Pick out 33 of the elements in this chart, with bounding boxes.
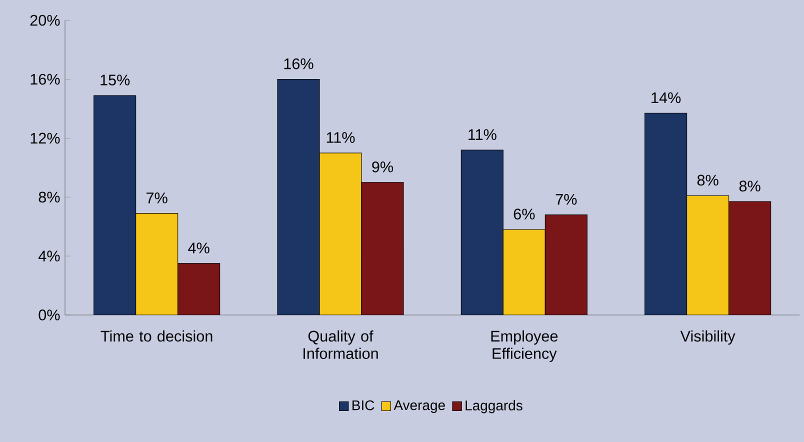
x-tick-label: Employee Efficiency xyxy=(491,330,558,362)
data-label: 6% xyxy=(514,208,535,220)
data-label: 9% xyxy=(372,161,394,172)
x-tick-label: Time to decision xyxy=(100,330,212,342)
x-tick-label: Visibility xyxy=(680,330,736,345)
bar xyxy=(460,150,504,315)
legend-label: Average xyxy=(394,400,445,413)
y-tick-label: 4% xyxy=(38,250,60,262)
data-label: 8% xyxy=(739,180,760,192)
bar xyxy=(277,78,320,315)
y-tick-label: 8% xyxy=(38,192,60,203)
data-label: 15% xyxy=(100,74,130,86)
y-tick-label: 16% xyxy=(30,74,60,85)
data-label: 8% xyxy=(697,174,718,186)
y-tick-label: 0% xyxy=(38,310,60,320)
legend-label: BIC xyxy=(352,400,374,410)
data-label: 11% xyxy=(326,132,355,143)
bar xyxy=(544,214,588,315)
y-tick-label: 12% xyxy=(30,132,60,144)
bar xyxy=(94,95,136,315)
data-label: 14% xyxy=(652,92,681,104)
data-label: 11% xyxy=(468,129,496,140)
y-tick-label: 20% xyxy=(30,14,60,26)
data-label: 4% xyxy=(188,242,210,254)
bar xyxy=(178,263,220,315)
bar xyxy=(728,201,772,315)
legend-label: Laggards xyxy=(466,400,522,414)
data-label: 16% xyxy=(284,58,314,70)
x-tick-label: Quality of Information xyxy=(304,330,378,359)
data-label: 7% xyxy=(556,194,577,205)
bar xyxy=(644,112,688,315)
bar xyxy=(361,182,404,315)
data-label: 7% xyxy=(146,192,168,204)
